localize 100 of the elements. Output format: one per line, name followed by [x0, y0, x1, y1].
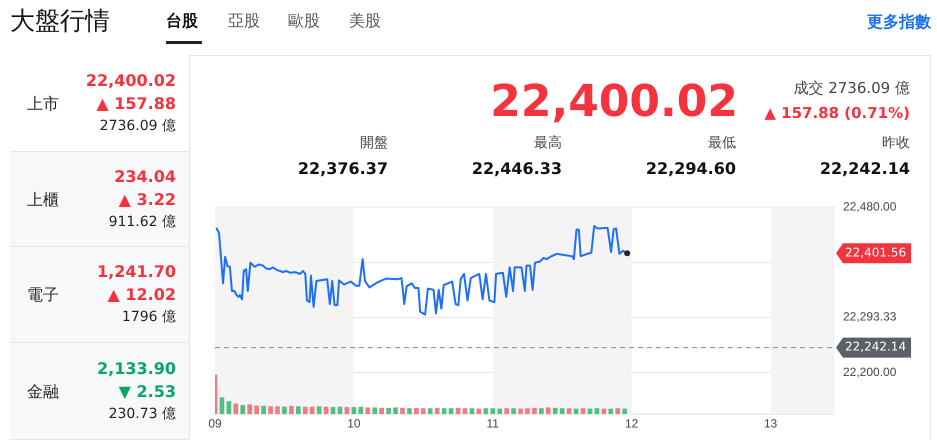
bar	[393, 407, 398, 414]
bar	[622, 408, 628, 414]
text: 昨收	[882, 135, 910, 151]
text: 亞股	[228, 11, 260, 30]
bar	[316, 406, 322, 414]
text: 2,133.90	[97, 358, 176, 378]
text: 金融	[27, 382, 59, 400]
bar	[358, 406, 364, 414]
bar	[470, 408, 474, 414]
y-tick-label: 22,480.00	[843, 200, 897, 214]
text: 22,400.02	[86, 70, 176, 90]
bar	[580, 408, 586, 414]
bar	[379, 408, 384, 414]
chart-title: 大盤行情	[10, 6, 110, 35]
text: ▲ 12.02	[108, 285, 176, 304]
bar	[525, 408, 530, 414]
text: 22,446.33	[472, 159, 562, 178]
text: 234.04	[114, 166, 176, 186]
bar	[434, 408, 440, 414]
bar	[372, 407, 378, 414]
bar	[282, 406, 287, 414]
text: 22,376.37	[298, 159, 388, 178]
bar	[546, 407, 551, 414]
bar	[532, 408, 537, 414]
text: ▲ 3.22	[118, 190, 176, 208]
bar	[226, 401, 232, 414]
bar	[518, 408, 523, 414]
text: 成交 2736.09 億	[793, 79, 910, 97]
text: 1,241.70	[97, 262, 176, 281]
bar	[268, 406, 273, 414]
bar	[296, 406, 301, 414]
bar	[490, 408, 496, 414]
x-tick-label: 13	[764, 416, 778, 431]
text: ▼ 2.53	[118, 382, 176, 400]
bar	[386, 408, 391, 414]
bar	[352, 407, 356, 414]
bar	[552, 408, 558, 414]
y-tick-label: 22,293.33	[843, 310, 897, 324]
bar	[560, 408, 565, 414]
text: 上市	[27, 94, 59, 112]
bar	[261, 406, 266, 414]
bar	[588, 408, 592, 414]
bar	[594, 408, 600, 414]
text: 230.73 億	[108, 406, 176, 422]
bar	[608, 408, 614, 414]
bar	[476, 408, 482, 414]
bar	[365, 407, 370, 414]
bar	[302, 406, 308, 414]
bar	[448, 408, 454, 414]
bar	[344, 407, 350, 414]
text: 上櫃	[27, 190, 59, 208]
text: 台股	[166, 11, 198, 30]
bar	[456, 408, 460, 414]
x-tick-label: 11	[486, 416, 500, 431]
bar	[240, 405, 246, 414]
text: 美股	[349, 11, 381, 30]
text: 最低	[708, 135, 736, 151]
bar	[504, 408, 509, 414]
bar	[566, 408, 572, 414]
bar	[330, 407, 336, 414]
text: 更多指數	[867, 12, 931, 31]
text: 最高	[534, 135, 562, 151]
bar	[220, 397, 224, 414]
bar	[400, 408, 405, 414]
text: 22,294.60	[646, 159, 736, 178]
bar	[420, 408, 426, 414]
bar	[254, 405, 259, 414]
x-tick-label: 10	[347, 416, 361, 431]
text: 開盤	[360, 135, 388, 151]
text: ▲ 157.88 (0.71%)	[764, 104, 910, 122]
bar	[574, 408, 578, 414]
bar	[324, 406, 328, 414]
bar	[275, 406, 280, 414]
text: 歐股	[288, 11, 320, 30]
text: 電子	[27, 285, 59, 304]
x-tick-label: 09	[208, 416, 222, 431]
bar	[511, 408, 516, 414]
bar	[428, 408, 433, 414]
bar	[247, 404, 252, 414]
text: 1796 億	[122, 309, 176, 325]
bar	[539, 408, 544, 414]
bar	[602, 408, 606, 414]
bar	[310, 406, 315, 414]
ref-line-label: 22,242.14	[845, 340, 906, 354]
bar	[289, 406, 294, 414]
bar	[338, 406, 342, 414]
y-tick-label: 22,200.00	[843, 364, 897, 379]
bar	[234, 404, 238, 414]
bar	[615, 408, 620, 414]
bar	[483, 408, 488, 414]
text: 22,400.02	[490, 76, 738, 127]
bar	[414, 408, 419, 414]
text: 911.62 億	[108, 214, 176, 230]
bar	[442, 408, 446, 414]
text: 22,242.14	[820, 159, 910, 178]
text: 22,401.56	[845, 245, 906, 260]
bar	[462, 408, 468, 414]
text: ▲ 157.88	[96, 94, 176, 112]
x-tick-label: 12	[624, 416, 639, 431]
bar	[407, 408, 412, 414]
